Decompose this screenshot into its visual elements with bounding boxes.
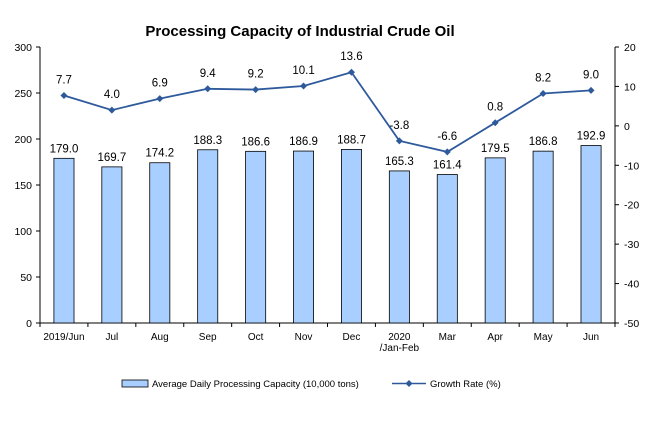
- x-tick-label: Dec: [343, 332, 361, 343]
- bar: [388, 170, 410, 324]
- growth-marker: [539, 90, 547, 98]
- growth-value-label: 0.8: [487, 102, 503, 114]
- growth-marker: [156, 95, 164, 103]
- x-tick-label: 2019/Jun: [43, 332, 84, 343]
- x-tick-label: Sep: [199, 332, 217, 343]
- x-tick-label: Nov: [295, 332, 313, 343]
- bar: [484, 157, 506, 324]
- growth-marker: [587, 86, 595, 94]
- bar: [532, 150, 554, 324]
- bar: [149, 162, 171, 324]
- bar-value-label: 165.3: [385, 156, 414, 168]
- left-tick-label: 50: [20, 272, 32, 284]
- x-tick-label: Oct: [248, 332, 264, 343]
- growth-value-label: 9.4: [200, 68, 217, 80]
- left-tick-label: 0: [26, 318, 32, 330]
- growth-marker: [395, 137, 403, 145]
- growth-value-label: 9.2: [248, 69, 264, 81]
- legend-line-label: Growth Rate (%): [430, 379, 501, 390]
- right-tick-label: -40: [624, 279, 639, 291]
- bar-value-label: 188.3: [193, 135, 222, 147]
- bar: [101, 166, 123, 324]
- growth-marker: [491, 119, 499, 127]
- bar: [245, 150, 267, 324]
- bar-value-label: 174.2: [145, 148, 174, 160]
- bar-value-label: 192.9: [577, 131, 606, 143]
- left-tick-label: 250: [14, 88, 32, 100]
- legend-bar-swatch: [121, 379, 149, 388]
- bar-series: [53, 145, 602, 324]
- growth-marker: [443, 148, 451, 156]
- line-series: [60, 68, 595, 156]
- right-tick-label: -30: [624, 239, 639, 251]
- bar-value-label: 186.8: [529, 136, 558, 148]
- x-tick-label: May: [534, 332, 553, 343]
- x-tick-label: 2020/Jan-Feb: [380, 332, 420, 354]
- right-tick-label: 10: [624, 81, 636, 93]
- growth-value-label: 4.0: [104, 89, 120, 101]
- growth-marker: [204, 85, 212, 93]
- legend-line-marker: [405, 380, 413, 387]
- bar-value-label: 179.5: [481, 143, 510, 155]
- legend-bar-label: Average Daily Processing Capacity (10,00…: [152, 379, 359, 390]
- growth-marker: [108, 106, 116, 114]
- growth-marker: [300, 82, 308, 90]
- growth-marker: [60, 91, 68, 99]
- left-tick-label: 200: [14, 134, 32, 146]
- chart-title: Processing Capacity of Industrial Crude …: [145, 23, 454, 40]
- bar: [580, 145, 602, 324]
- bar-value-label: 161.4: [433, 160, 462, 172]
- bar-value-label: 179.0: [50, 143, 79, 155]
- legend: Average Daily Processing Capacity (10,00…: [121, 379, 501, 390]
- left-tick-label: 300: [14, 42, 32, 54]
- bar-value-label: 186.9: [289, 136, 318, 148]
- x-tick-label: Aug: [151, 332, 169, 343]
- bar: [340, 148, 362, 324]
- growth-value-label: 6.9: [152, 78, 168, 90]
- x-tick-label: Jun: [583, 332, 599, 343]
- bar-value-label: 169.7: [97, 152, 126, 164]
- bar: [436, 174, 458, 324]
- right-tick-label: 20: [624, 42, 636, 54]
- x-tick-label: Mar: [439, 332, 457, 343]
- growth-value-label: 13.6: [340, 51, 362, 63]
- growth-value-label: -3.8: [389, 120, 409, 132]
- growth-value-label: -6.6: [437, 131, 457, 143]
- growth-line: [63, 71, 592, 153]
- bar: [53, 157, 75, 324]
- growth-value-label: 7.7: [56, 74, 72, 86]
- growth-value-label: 8.2: [535, 73, 551, 85]
- data-labels: 179.0 169.7 174.2 188.3 186.6 186.9 188.7 165.3…: [50, 51, 606, 171]
- x-tick-label: Jul: [105, 332, 118, 343]
- growth-marker: [252, 86, 260, 94]
- bar-value-label: 186.6: [241, 136, 270, 148]
- left-tick-label: 100: [14, 226, 32, 238]
- axes: 050100150200250300-50-40-30-20-100102020…: [14, 42, 639, 354]
- bar: [197, 149, 219, 324]
- right-tick-label: -50: [624, 318, 639, 330]
- left-tick-label: 150: [14, 180, 32, 192]
- bar-value-label: 188.7: [337, 134, 366, 146]
- growth-value-label: 9.0: [583, 69, 599, 81]
- x-tick-label: Apr: [487, 332, 503, 343]
- bar: [293, 150, 315, 324]
- right-tick-label: -10: [624, 160, 639, 172]
- growth-value-label: 10.1: [292, 65, 314, 77]
- growth-marker: [347, 68, 355, 76]
- right-tick-label: 0: [624, 121, 630, 133]
- right-tick-label: -20: [624, 200, 639, 212]
